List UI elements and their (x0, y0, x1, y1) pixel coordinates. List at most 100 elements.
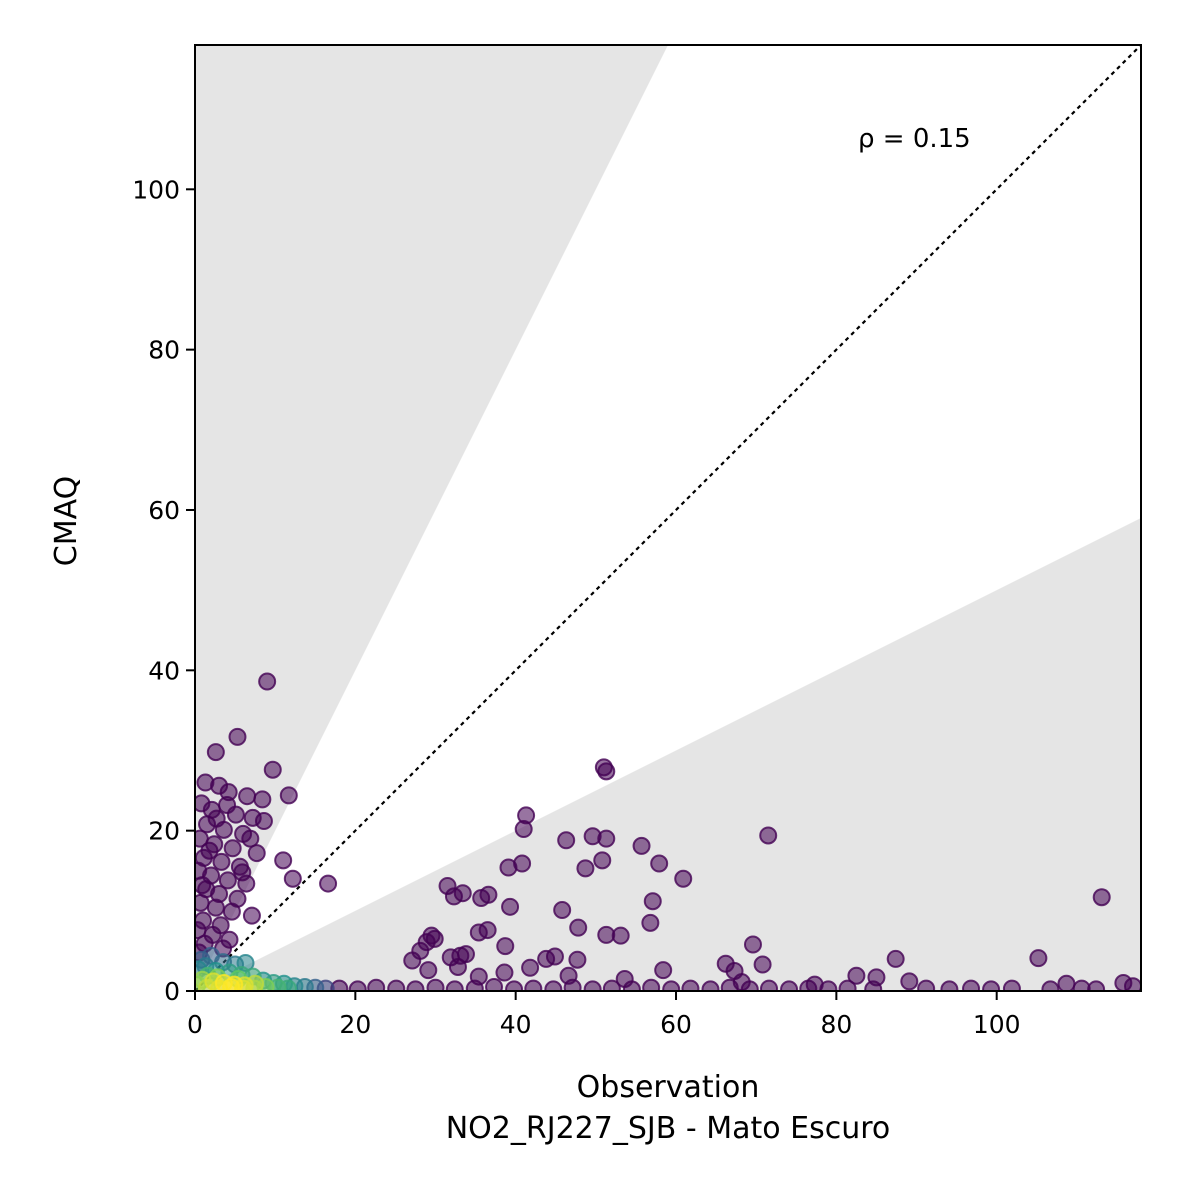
data-point (247, 844, 266, 863)
x-tick-label: 20 (339, 1010, 371, 1039)
data-point (847, 966, 866, 985)
y-tick-label: 0 (164, 977, 180, 1006)
data-point (233, 863, 252, 882)
data-point (622, 980, 641, 991)
x-axis-subtitle: NO2_RJ227_SJB - Mato Escuro (446, 1111, 891, 1146)
axis-ticks-group: 0 20 40 60 80 100 0 20 40 60 80 100 (132, 175, 1020, 1039)
data-point (485, 977, 504, 991)
data-point (654, 961, 673, 980)
y-tick-label: 60 (148, 496, 180, 525)
data-point (553, 901, 572, 920)
data-point (279, 786, 298, 805)
plot-frame (194, 44, 1142, 992)
data-point (940, 980, 959, 991)
data-point (838, 979, 857, 991)
correlation-annotation: ρ = 0.15 (858, 124, 971, 154)
data-point (445, 980, 464, 991)
data-point (569, 918, 588, 937)
x-tick-label: 40 (500, 1010, 532, 1039)
data-point (982, 980, 1001, 991)
data-point (222, 902, 241, 921)
data-point (514, 820, 533, 839)
y-tick-label: 100 (132, 175, 180, 204)
data-point (1041, 980, 1060, 991)
data-point (611, 926, 630, 945)
data-point (537, 949, 556, 968)
shaded-region-upper (195, 45, 668, 991)
data-point (642, 978, 661, 991)
data-point (319, 874, 338, 893)
y-axis-label: CMAQ (49, 476, 84, 566)
data-point (544, 980, 563, 991)
data-point (962, 979, 981, 991)
data-point (367, 978, 386, 991)
data-point (222, 977, 241, 991)
data-point (387, 979, 406, 991)
data-point (207, 809, 226, 828)
data-point (597, 762, 616, 781)
data-point (228, 727, 247, 746)
data-point (632, 836, 651, 855)
x-tick-label: 0 (187, 1010, 203, 1039)
data-point (223, 839, 242, 858)
data-point (1029, 949, 1048, 968)
data-point (419, 961, 438, 980)
x-tick-label: 60 (660, 1010, 692, 1039)
data-point (200, 841, 219, 860)
data-point (643, 892, 662, 911)
data-point (900, 972, 919, 991)
data-point (681, 979, 700, 991)
data-point (258, 672, 277, 691)
reference-line-group (195, 45, 1141, 991)
data-point (641, 913, 660, 932)
data-point (241, 829, 260, 848)
points-group (195, 672, 1141, 991)
data-point (426, 978, 445, 991)
data-point (238, 787, 257, 806)
x-axis-label: Observation (577, 1070, 760, 1105)
data-point (524, 979, 543, 991)
data-point (583, 980, 602, 991)
data-point (1002, 979, 1021, 991)
data-point (206, 743, 225, 762)
data-point (740, 980, 759, 991)
data-point (195, 876, 212, 895)
data-point (576, 859, 595, 878)
data-point (406, 980, 425, 991)
data-point (886, 949, 905, 968)
data-point (780, 980, 799, 991)
one-to-one-line (195, 45, 1141, 991)
data-point (674, 869, 693, 888)
data-point (403, 951, 422, 970)
data-point (597, 829, 616, 848)
data-point (650, 854, 669, 873)
data-point (283, 869, 302, 888)
data-point (760, 979, 779, 991)
data-point (218, 796, 237, 815)
data-point (593, 851, 612, 870)
data-point (720, 978, 739, 991)
data-point (1092, 888, 1111, 907)
shaded-region-lower (195, 518, 1141, 991)
data-point (501, 897, 520, 916)
x-tick-label: 100 (973, 1010, 1021, 1039)
y-tick-label: 80 (148, 336, 180, 365)
data-point (448, 957, 467, 976)
y-tick-label: 20 (148, 817, 180, 846)
data-point (253, 790, 272, 809)
data-point (495, 963, 514, 982)
data-point (759, 826, 778, 845)
data-point (499, 858, 518, 877)
data-point (864, 980, 883, 991)
data-point (206, 898, 225, 917)
data-point (1057, 974, 1076, 991)
data-point (505, 980, 524, 991)
data-point (242, 906, 261, 925)
data-point (568, 950, 587, 969)
data-point (472, 889, 491, 908)
data-point (1087, 980, 1106, 991)
data-point (701, 980, 720, 991)
x-tick-label: 80 (820, 1010, 852, 1039)
data-point (563, 978, 582, 991)
